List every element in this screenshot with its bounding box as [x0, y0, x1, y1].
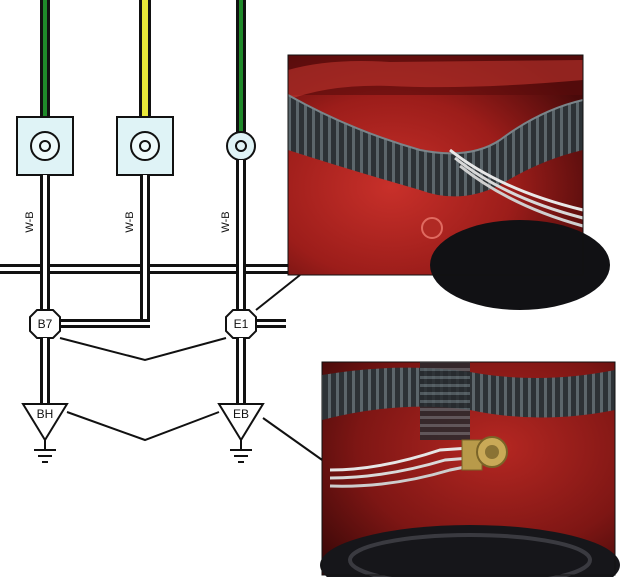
junction-e1-label: E1 — [234, 317, 249, 331]
connector-1 — [16, 116, 74, 176]
junction-e1: E1 — [225, 309, 257, 339]
junction-b7-label: B7 — [38, 317, 53, 331]
ground-eb: EB — [217, 403, 265, 463]
wb-wire-2 — [140, 175, 150, 325]
wire-1-top — [40, 0, 50, 120]
wb-wire-1 — [40, 175, 50, 310]
ground-eb-label: EB — [233, 407, 249, 421]
wire-3-top — [236, 0, 246, 135]
ground-bh-label: BH — [37, 407, 54, 421]
ground-bh: BH — [21, 403, 69, 463]
wire-2-top — [139, 0, 151, 120]
wb-wire-3 — [236, 160, 246, 310]
top-photo — [287, 54, 610, 310]
b7-branch-wire — [55, 319, 150, 328]
e1-branch-wire — [256, 319, 286, 328]
connector-2 — [116, 116, 174, 176]
wire-label-3: W-B — [220, 211, 232, 232]
leader-lines — [59, 274, 326, 463]
junction-b7: B7 — [29, 309, 61, 339]
connector-3 — [226, 131, 256, 161]
wire-label-2: W-B — [124, 211, 136, 232]
wire-label-1: W-B — [24, 211, 36, 232]
bottom-photo — [320, 361, 620, 577]
